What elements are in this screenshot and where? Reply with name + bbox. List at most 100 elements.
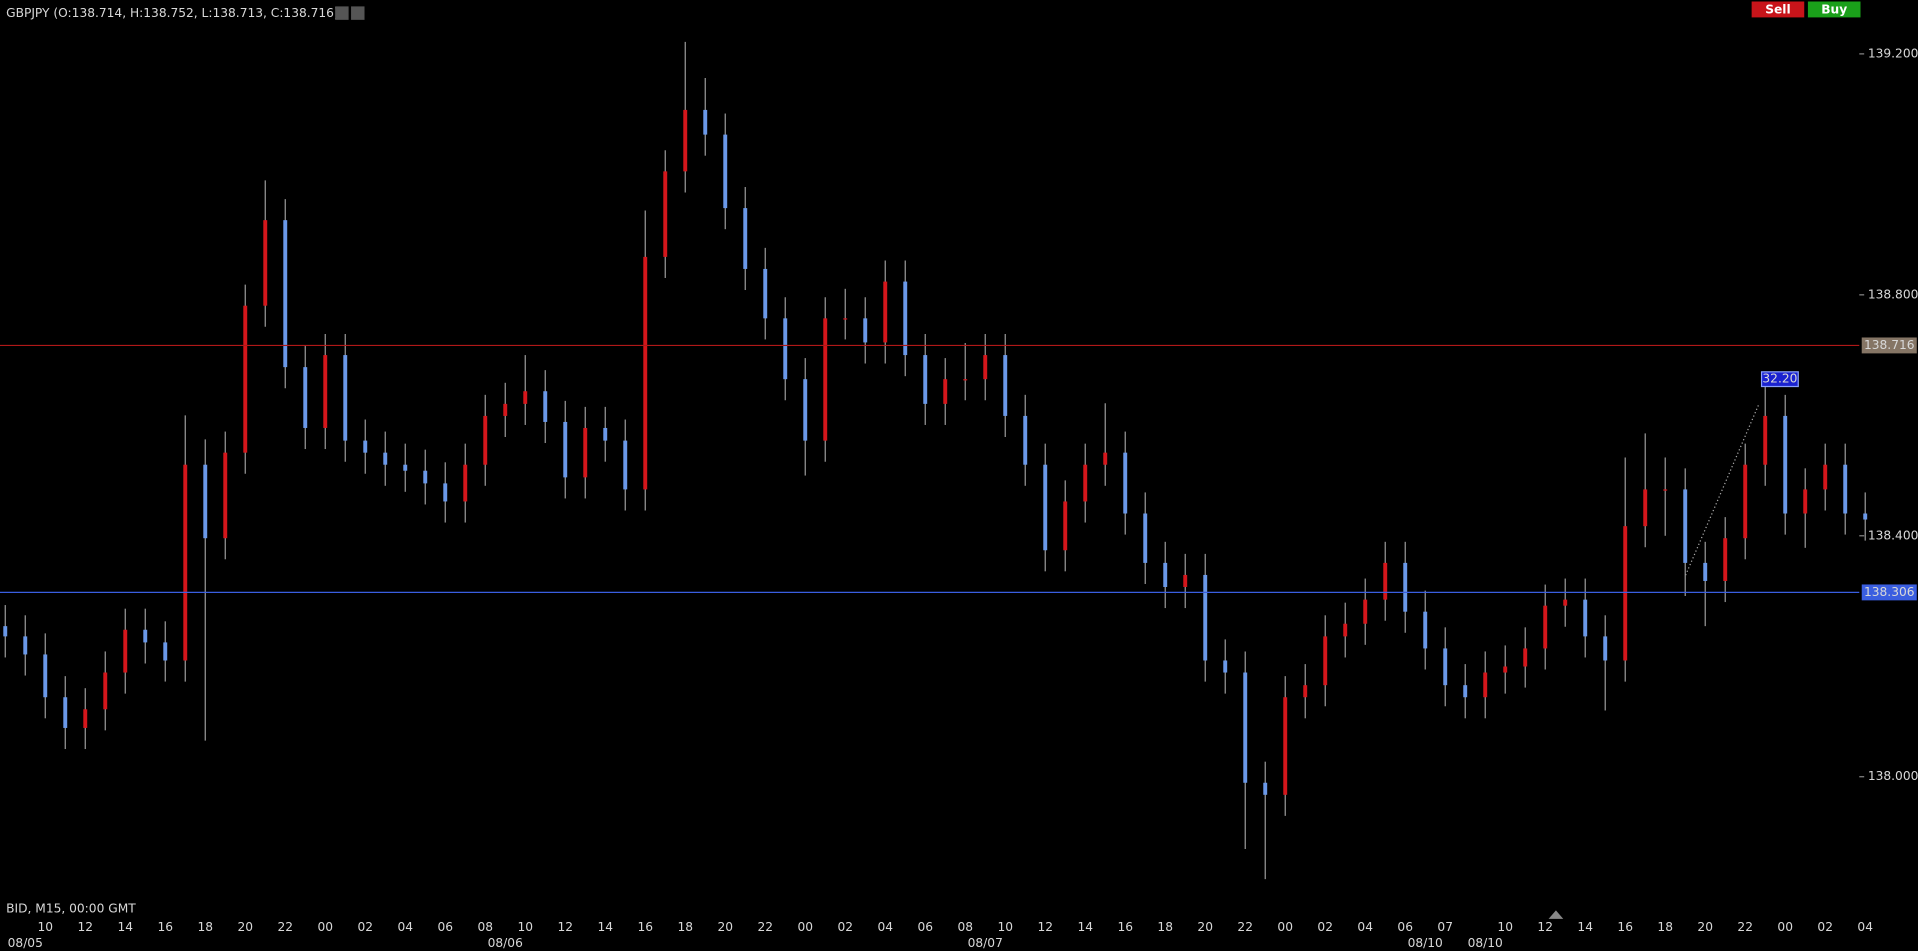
candle-body (543, 391, 548, 422)
x-tick-label: 06 (917, 920, 933, 934)
x-tick-label: 02 (1817, 920, 1833, 934)
candle-body (1823, 464, 1828, 490)
candle-body (1743, 464, 1748, 539)
candle-body (323, 355, 328, 428)
candle-body (1363, 599, 1368, 624)
annotation-box (1760, 371, 1799, 388)
x-tick-label: 18 (1157, 920, 1173, 934)
candle-body (743, 208, 748, 269)
x-tick-label: 00 (317, 920, 333, 934)
x-tick-label: 14 (597, 920, 613, 934)
x-tick-label: 06 (437, 920, 453, 934)
x-tick-label: 10 (517, 920, 533, 934)
buy-button[interactable] (1807, 1, 1861, 18)
candle-body (1383, 562, 1388, 600)
x-tick-label: 18 (677, 920, 693, 934)
y-tick-label: 138.000 (1868, 769, 1918, 783)
candle-body (1043, 464, 1048, 551)
candle-body (1763, 415, 1768, 465)
candle-body (443, 483, 448, 502)
candle-body (1683, 489, 1688, 563)
candle-body (1143, 513, 1148, 563)
candle-body (623, 440, 628, 490)
candle-body (763, 268, 768, 319)
candle-body (303, 367, 308, 428)
candle-body (643, 256, 648, 490)
candle-body (343, 355, 348, 441)
candle-body (1723, 538, 1728, 581)
candle-body (43, 654, 48, 698)
candle-body (1243, 672, 1248, 783)
icon[interactable] (351, 6, 365, 20)
icon[interactable] (335, 6, 349, 20)
candle-body (803, 379, 808, 441)
candle-body (1203, 574, 1208, 661)
candle-body (1803, 489, 1808, 514)
candle-body (283, 220, 288, 368)
candle-body (1483, 672, 1488, 698)
candle-body (263, 220, 268, 306)
candle-body (1843, 464, 1848, 514)
x-tick-label: 20 (1697, 920, 1713, 934)
scroll-marker[interactable] (1548, 910, 1564, 919)
candle-body (1643, 489, 1648, 527)
price-label: 138.716 (1864, 338, 1915, 352)
annotation-label: 32.20 (1762, 372, 1797, 386)
candle-body (1163, 562, 1168, 587)
trend-line (1685, 403, 1760, 576)
buy-label[interactable]: Buy (1821, 3, 1847, 17)
candle-body (3, 626, 8, 637)
x-tick-label: 12 (1537, 920, 1553, 934)
candle-body (423, 470, 428, 484)
x-tick-label: 22 (1237, 920, 1253, 934)
x-tick-label: 20 (1197, 920, 1213, 934)
candle-body (203, 464, 208, 539)
candle-body (1123, 452, 1128, 514)
candle-body (243, 305, 248, 453)
x-tick-label: 06 (1397, 920, 1413, 934)
candle-body (1023, 415, 1028, 465)
x-tick-label: 16 (157, 920, 173, 934)
x-tick-label: 08 (477, 920, 493, 934)
candle-body (1463, 685, 1468, 698)
candle-body (1063, 501, 1068, 551)
x-tick-label: 22 (277, 920, 293, 934)
candle-body (383, 452, 388, 465)
candle-body (183, 464, 188, 661)
candle-body (883, 281, 888, 343)
chart-title: GBPJPY (O:138.714, H:138.752, L:138.713,… (6, 6, 339, 20)
sell-button[interactable] (1751, 1, 1805, 18)
x-tick-label: 10 (997, 920, 1013, 934)
x-tick-label: 16 (1117, 920, 1133, 934)
price-label-box (1861, 337, 1917, 354)
footer-label: BID, M15, 00:00 GMT (6, 902, 136, 916)
candle-body (1103, 452, 1108, 465)
candle-body (1343, 623, 1348, 637)
candle-body (563, 421, 568, 478)
candle-body (1583, 599, 1588, 637)
candle-body (1603, 636, 1608, 661)
sell-label[interactable]: Sell (1765, 3, 1790, 17)
candle-body (123, 629, 128, 673)
x-tick-label: 18 (197, 920, 213, 934)
date-label: 08/10 (1408, 936, 1443, 950)
candle-body (1503, 666, 1508, 673)
candle-body (663, 171, 668, 257)
price-label: 138.306 (1864, 585, 1915, 599)
candle-body (103, 672, 108, 710)
x-tick-label: 00 (1777, 920, 1793, 934)
candle-body (963, 379, 968, 381)
candle-body (703, 109, 708, 135)
candle-body (1183, 574, 1188, 587)
x-tick-label: 14 (117, 920, 133, 934)
x-tick-label: 16 (637, 920, 653, 934)
candle-body (1443, 648, 1448, 686)
candle-body (83, 709, 88, 728)
candle-body (1423, 611, 1428, 649)
candle-body (363, 440, 368, 453)
price-label-box (1861, 584, 1917, 601)
x-tick-label: 12 (77, 920, 93, 934)
